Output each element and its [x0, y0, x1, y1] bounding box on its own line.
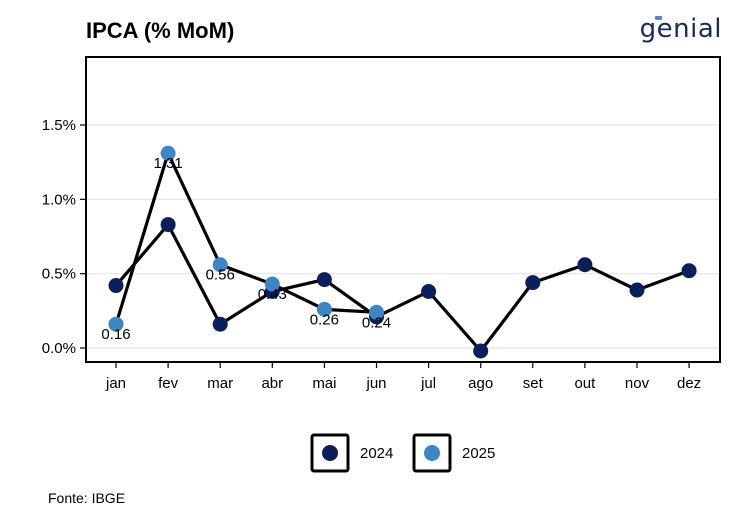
logo-text: genial: [639, 14, 722, 44]
x-tick-label: dez: [677, 375, 701, 392]
series-line-2024: [114, 223, 690, 353]
x-tick-label: abr: [261, 375, 283, 392]
legend-label-2024: 2024: [360, 445, 393, 462]
x-tick-label: jun: [365, 375, 386, 392]
data-label: 0.26: [310, 311, 339, 328]
y-tick-label: 0.0%: [42, 340, 76, 357]
data-label: 0.56: [206, 267, 235, 284]
x-tick-label: mai: [312, 375, 336, 392]
data-point-2024: [108, 278, 124, 294]
data-point-2025: [160, 145, 176, 161]
data-point-2024: [160, 217, 176, 233]
plot-panel-border: [85, 56, 721, 363]
chart-title: IPCA (% MoM): [86, 18, 235, 43]
x-axis: jan fev mar abr mai jun jul ago set out nov dez: [105, 362, 701, 392]
series-points: [108, 145, 697, 359]
data-point-2024: [212, 316, 228, 332]
data-point-2025: [212, 257, 228, 273]
legend: 2024 2025: [310, 433, 495, 473]
source-note: Fonte: IBGE: [48, 490, 126, 506]
x-tick-label: mar: [207, 375, 233, 392]
data-point-2025: [369, 304, 384, 320]
genial-logo: genial: [640, 14, 722, 44]
data-point-2024: [421, 284, 437, 300]
y-tick-label: 1.5%: [42, 117, 76, 134]
data-point-2025: [316, 301, 332, 317]
data-label: 1.31: [153, 155, 182, 172]
data-label: 0.16: [101, 326, 130, 343]
series-line-2025: [114, 151, 377, 325]
y-tick-label: 0.5%: [42, 266, 76, 283]
data-label: 0.43: [258, 286, 287, 303]
data-point-2025: [264, 276, 280, 292]
logo-accent-icon: [654, 16, 662, 20]
legend-marker-2024: [322, 445, 338, 461]
data-point-2024: [629, 282, 645, 298]
x-tick-label: jan: [105, 375, 126, 392]
y-tick-label: 1.0%: [42, 191, 76, 208]
x-tick-label: ago: [468, 375, 493, 392]
data-labels: 0.16 1.31 0.56 0.43 0.26 0.24: [101, 155, 391, 343]
legend-label-2025: 2025: [462, 445, 495, 462]
y-axis: 0.0% 0.5% 1.0% 1.5%: [42, 117, 86, 357]
legend-marker-2025: [424, 445, 440, 461]
data-label: 0.24: [362, 314, 391, 331]
data-point-2024: [525, 275, 541, 291]
x-tick-label: jul: [420, 375, 436, 392]
data-point-2024: [316, 272, 332, 288]
x-tick-label: out: [574, 375, 596, 392]
data-point-2024: [681, 263, 697, 279]
data-point-2024: [473, 343, 489, 359]
series-lines: [114, 151, 690, 353]
x-tick-label: fev: [158, 375, 179, 392]
grid-lines: [86, 124, 720, 349]
x-tick-label: set: [523, 375, 544, 392]
x-tick-label: nov: [625, 375, 650, 392]
data-point-2025: [108, 316, 124, 332]
data-point-2024: [577, 257, 593, 273]
